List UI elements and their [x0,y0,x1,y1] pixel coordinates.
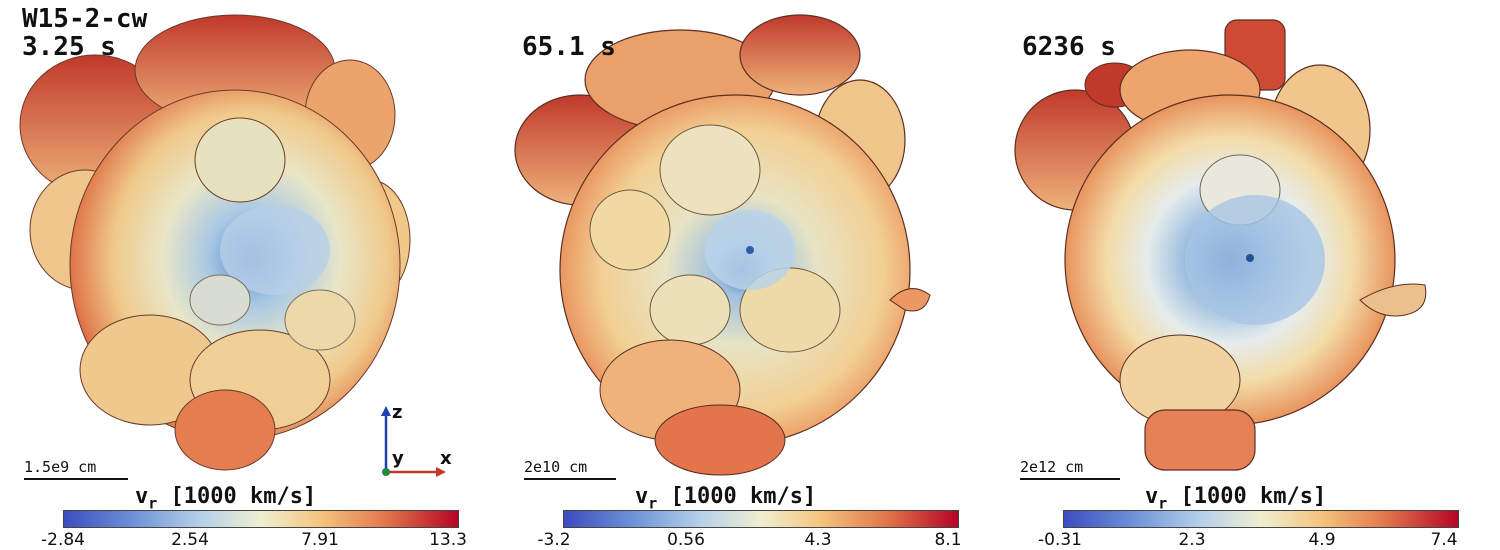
scale-bar-line [524,478,616,480]
colorbar-tick: 0.56 [667,530,705,550]
axis-y-label: y [392,448,404,469]
colorbar-label: vr [1000 km/s] [1145,484,1327,513]
panel-time-label: 3.25 s [22,32,116,62]
colorbar [1063,510,1459,528]
colorbar [63,510,459,528]
panel-1: W15-2-cw 3.25 s 1.5e9 cm z y x vr [1000 … [0,0,500,550]
colorbar-tick: 7.91 [301,530,339,550]
axis-x-label: x [440,448,452,469]
colorbar-tick: 8.1 [934,530,962,550]
colorbar-tick: 2.54 [171,530,209,550]
scale-bar-label: 2e12 cm [1020,458,1084,476]
colorbar-tick: 4.9 [1308,530,1336,550]
colorbar-tick: 13.3 [429,530,467,550]
scale-bar: 1.5e9 cm [24,458,128,480]
ejecta-render-3 [1014,19,1427,471]
colorbar-tick: -2.84 [41,530,85,550]
scale-bar-line [24,478,128,480]
panel-time-label: 65.1 s [522,32,616,62]
panel-title-line-1: W15-2-cw [22,4,148,34]
panel-time-label: 6236 s [1022,32,1116,62]
scale-bar: 2e10 cm [524,458,616,480]
colorbar-tick: 7.4 [1430,530,1458,550]
panel-2: 65.1 s 2e10 cm vr [1000 km/s] -3.2 0.56 … [500,0,1000,550]
scale-bar-line [1020,478,1120,480]
colorbar-tick: -0.31 [1038,530,1082,550]
colorbar-label: vr [1000 km/s] [135,484,317,513]
axes-triad: z y x [370,400,460,485]
colorbar-tick: -3.2 [537,530,571,550]
scale-bar: 2e12 cm [1020,458,1120,480]
colorbar-label: vr [1000 km/s] [635,484,817,513]
axis-z-label: z [392,402,403,423]
panel-3: 6236 s 2e12 cm vr [1000 km/s] -0.31 2.3 … [1000,0,1500,550]
scale-bar-label: 2e10 cm [524,458,588,476]
axes-arrows [381,406,446,477]
colorbar [563,510,959,528]
ejecta-render-2 [514,14,931,476]
ejecta-render-1 [19,14,411,471]
colorbar-tick: 4.3 [804,530,832,550]
colorbar-tick: 2.3 [1178,530,1206,550]
scale-bar-label: 1.5e9 cm [24,458,97,476]
